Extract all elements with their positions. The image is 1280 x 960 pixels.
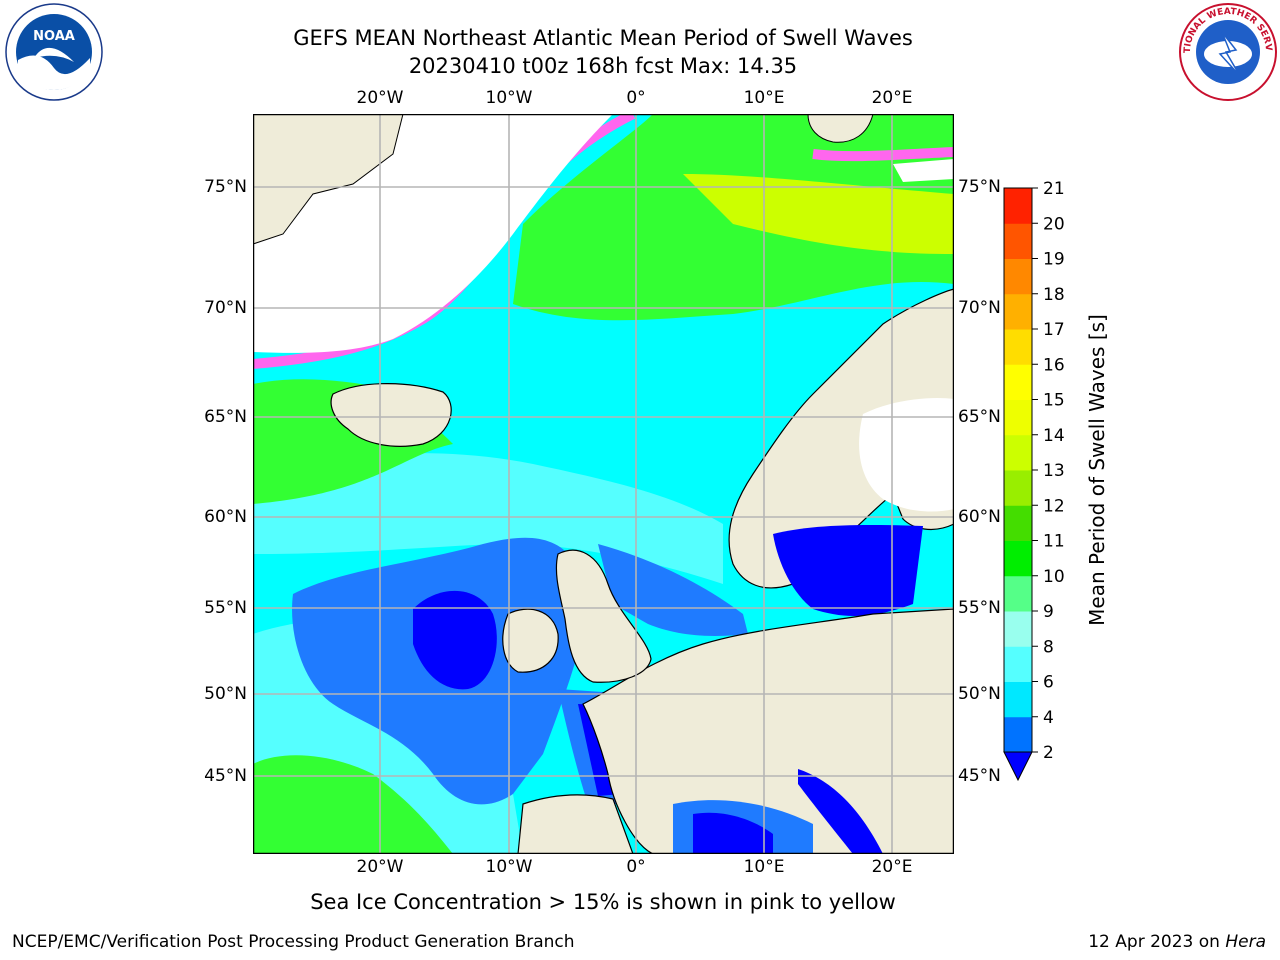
colorbar-tick-label: 10 <box>1043 567 1065 587</box>
colorbar-tick-label: 18 <box>1043 285 1065 305</box>
colorbar-band <box>1004 716 1032 753</box>
map-panel <box>253 114 954 854</box>
lon-label-top: 0° <box>626 88 646 108</box>
colorbar-band <box>1004 646 1032 682</box>
swell-contour-darkblue <box>413 590 497 690</box>
colorbar-tick-label: 9 <box>1043 602 1054 622</box>
lon-label-top: 20°E <box>871 88 913 108</box>
colorbar-band <box>1004 540 1032 577</box>
iberian-peninsula <box>517 794 634 854</box>
lat-label-right: 75°N <box>958 177 1001 197</box>
lon-label-bottom: 10°W <box>485 857 533 877</box>
graticule <box>253 114 954 854</box>
colorbar-tick-label: 12 <box>1043 496 1065 516</box>
colorbar-band <box>1004 258 1032 295</box>
lon-label-bottom: 20°E <box>871 857 913 877</box>
colorbar-band <box>1004 399 1032 436</box>
lat-label-left: 55°N <box>204 598 247 618</box>
colorbar-tick-label: 15 <box>1043 391 1065 411</box>
colorbar: 2 4 6 8 9 10 11 12 13 14 15 16 17 18 19 20 21 <box>1003 180 1065 782</box>
noaa-logo: NOAA <box>5 3 103 101</box>
chart-title: GEFS MEAN Northeast Atlantic Mean Period… <box>293 26 913 50</box>
continental-europe <box>582 608 954 854</box>
greenland-coast <box>253 114 404 245</box>
colorbar-tick-label: 16 <box>1043 355 1065 375</box>
colorbar-tick-label: 6 <box>1043 673 1054 693</box>
lat-label-left: 60°N <box>204 507 247 527</box>
colorbar-band <box>1004 575 1032 612</box>
colorbar-band <box>1004 470 1032 506</box>
colorbar-tick-label: 19 <box>1043 250 1065 270</box>
colorbar-band <box>1004 188 1032 224</box>
colorbar-band <box>1004 681 1032 718</box>
credit-line: NCEP/EMC/Verification Post Processing Pr… <box>12 932 575 952</box>
stamp-date: 12 Apr 2023 on <box>1088 932 1226 952</box>
lon-label-bottom: 20°W <box>356 857 404 877</box>
colorbar-tick-label: 14 <box>1043 426 1065 446</box>
lat-label-right: 55°N <box>958 598 1001 618</box>
colorbar-band <box>1004 223 1032 259</box>
colorbar-band <box>1004 611 1032 647</box>
stamp-machine: Hera <box>1225 932 1266 952</box>
lon-label-top: 20°W <box>356 88 404 108</box>
iceland <box>330 383 452 447</box>
colorbar-under-arrow <box>1003 751 1033 782</box>
swell-contour-green <box>253 755 453 854</box>
lat-label-right: 45°N <box>958 766 1001 786</box>
lat-label-left: 65°N <box>204 407 247 427</box>
colorbar-tick-label: 4 <box>1043 708 1054 728</box>
date-stamp: 12 Apr 2023 on Hera <box>1088 932 1266 952</box>
lon-label-bottom: 10°E <box>743 857 785 877</box>
national-weather-service-logo: NATIONAL WEATHER SERVICE <box>1178 2 1277 101</box>
colorbar-band <box>1004 434 1032 471</box>
mediterranean-sea <box>693 812 773 854</box>
colorbar-bands <box>1003 187 1033 782</box>
colorbar-tick-label: 20 <box>1043 214 1065 234</box>
colorbar-tick-label: 17 <box>1043 320 1065 340</box>
colorbar-band <box>1004 329 1032 365</box>
lat-label-left: 70°N <box>204 298 247 318</box>
colorbar-ticks: 2 4 6 8 9 10 11 12 13 14 15 16 17 18 19 20 21 <box>1032 180 1065 763</box>
lon-label-bottom: 0° <box>626 857 646 877</box>
svalbard <box>807 114 874 143</box>
colorbar-tick-label: 21 <box>1043 180 1065 199</box>
lon-label-top: 10°E <box>743 88 785 108</box>
chart-subtitle: 20230410 t00z 168h fcst Max: 14.35 <box>408 54 798 78</box>
lat-label-left: 75°N <box>204 177 247 197</box>
noaa-logo-text: NOAA <box>33 29 75 44</box>
lat-label-left: 45°N <box>204 766 247 786</box>
map-frame <box>253 114 954 854</box>
colorbar-label: Mean Period of Swell Waves [s] <box>1085 314 1109 626</box>
lat-label-right: 70°N <box>958 298 1001 318</box>
swell-contour-yellowgreen <box>683 174 954 254</box>
scandinavia-snow <box>859 397 954 512</box>
colorbar-tick-label: 13 <box>1043 461 1065 481</box>
colorbar-tick-label: 11 <box>1043 532 1065 552</box>
colorbar-band <box>1004 364 1032 400</box>
sea-ice-edge <box>812 147 954 162</box>
colorbar-tick-label: 8 <box>1043 637 1054 657</box>
lat-label-left: 50°N <box>204 684 247 704</box>
lon-label-top: 10°W <box>485 88 533 108</box>
lat-label-right: 50°N <box>958 684 1001 704</box>
sea-ice-footnote: Sea Ice Concentration > 15% is shown in … <box>310 890 896 914</box>
svalbard-ice <box>893 159 954 182</box>
ireland <box>502 608 559 673</box>
lat-label-right: 60°N <box>958 507 1001 527</box>
colorbar-band <box>1004 293 1032 330</box>
lat-label-right: 65°N <box>958 407 1001 427</box>
baltic-sea <box>773 524 923 616</box>
colorbar-tick-label: 2 <box>1043 743 1054 763</box>
colorbar-band <box>1004 505 1032 541</box>
adriatic-sea <box>798 769 883 854</box>
